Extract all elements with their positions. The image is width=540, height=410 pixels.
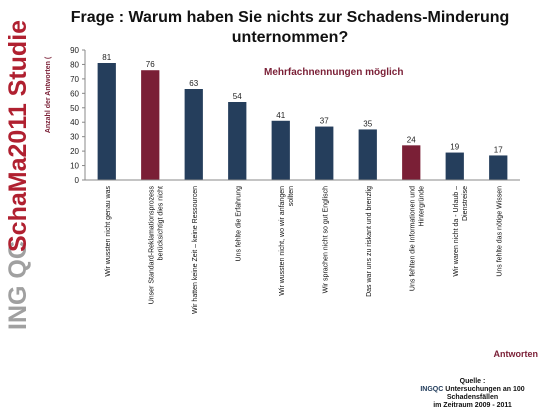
bar [445, 152, 464, 180]
bar-value-label: 63 [189, 79, 198, 88]
source-line2: im Zeitraum 2009 - 2011 [433, 402, 512, 409]
bar [402, 145, 421, 180]
y-axis-title: Anzahl der Antworten ( [45, 56, 52, 133]
svg-text:Wir hatten keine Zeit – keine: Wir hatten keine Zeit – keine Ressourcen [192, 186, 199, 314]
bar [315, 126, 334, 180]
svg-text:Uns fehlte das nötige Wissen: Uns fehlte das nötige Wissen [496, 186, 503, 277]
bar [228, 102, 247, 180]
x-category-label: Wir hatten keine Zeit – keine Ressourcen [192, 186, 199, 314]
y-tick-label: 40 [70, 118, 79, 127]
bar-value-label: 54 [233, 92, 242, 101]
bar-value-label: 35 [363, 119, 372, 128]
bar-value-label: 76 [146, 60, 155, 69]
x-category-label: Uns fehlten die Informationen und Hinterg… [409, 186, 425, 291]
bar-value-label: 81 [102, 53, 111, 62]
x-category-label: Wir wussten nicht, wo wir anfangen sollte… [279, 186, 295, 296]
bar-value-label: 19 [450, 143, 459, 152]
sidebar-brand-name: SchaMa2011 Studie [4, 20, 32, 252]
svg-text:Wir wussten nicht, wo wir anfa: Wir wussten nicht, wo wir anfangen sollte… [279, 186, 295, 296]
bar [489, 155, 508, 180]
svg-text:Das war uns zu riskant und bre: Das war uns zu riskant und brenzlig [366, 186, 373, 297]
y-tick-label: 70 [70, 75, 79, 84]
y-tick-label: 30 [70, 133, 79, 142]
y-tick-label: 20 [70, 147, 79, 156]
svg-text:Wir wussten nicht genau was: Wir wussten nicht genau was [105, 186, 112, 277]
svg-text:Uns fehlten die Informationen: Uns fehlten die Informationen und Hinterg… [409, 186, 425, 291]
bar [184, 89, 203, 180]
x-category-label: Uns fehlte das nötige Wissen [496, 186, 503, 277]
y-tick-label: 10 [70, 162, 79, 171]
svg-text:Unser Standard-Reklamationspro: Unser Standard-Reklamationsprozess berück… [148, 186, 164, 305]
svg-text:Wir sprachen nicht so gut Engl: Wir sprachen nicht so gut Englisch [322, 186, 329, 293]
sidebar-logo: ING QC SchaMa2011 Studie [4, 20, 32, 330]
source-label: Quelle : [459, 378, 486, 385]
y-tick-label: 60 [70, 89, 79, 98]
bar-chart: Anzahl der Antworten ( 0 10 20 30 40 50 60 70 80… [45, 46, 539, 359]
bar-value-label: 17 [494, 145, 503, 154]
x-category-label: Wir wussten nicht genau was [105, 186, 112, 277]
bar [271, 120, 290, 180]
svg-text:Uns fehlte die Erfahrung: Uns fehlte die Erfahrung [235, 186, 242, 262]
y-tick-label: 50 [70, 104, 79, 113]
bar-value-label: 41 [276, 111, 285, 120]
svg-text:Wir waren nicht da - Urlaub –D: Wir waren nicht da - Urlaub – Dienstreise [453, 186, 469, 277]
x-axis-title: Antworten [494, 349, 539, 359]
y-tick-label: 0 [75, 176, 80, 185]
bar [358, 129, 377, 180]
bar [141, 70, 160, 180]
y-tick-label: 90 [70, 46, 79, 55]
x-category-label: Unser Standard-Reklamationsprozess berück… [148, 186, 164, 305]
source-line1: INGQC Untersuchungen an 100 Schadensfäll… [405, 386, 540, 402]
x-category-label: Wir waren nicht da - Urlaub – Dienstreise [453, 186, 469, 277]
bar-value-label: 37 [320, 117, 329, 126]
source-note: Quelle : INGQC Untersuchungen an 100 Sch… [405, 378, 540, 410]
x-category-label: Uns fehlte die Erfahrung [235, 186, 242, 262]
source-line1-text: Untersuchungen an 100 Schadensfällen [445, 386, 525, 401]
bar [97, 63, 116, 180]
y-tick-label: 80 [70, 60, 79, 69]
bar-value-label: 24 [407, 135, 416, 144]
chart-annotation: Mehrfachnennungen möglich [264, 67, 403, 78]
source-brand: INGQC [420, 386, 444, 393]
x-category-label: Wir sprachen nicht so gut Englisch [322, 186, 329, 293]
page-title: Frage : Warum haben Sie nichts zur Schad… [70, 9, 510, 46]
x-category-label: Das war uns zu riskant und brenzlig [366, 186, 373, 297]
sidebar-brand-prefix: ING QC [4, 241, 32, 330]
